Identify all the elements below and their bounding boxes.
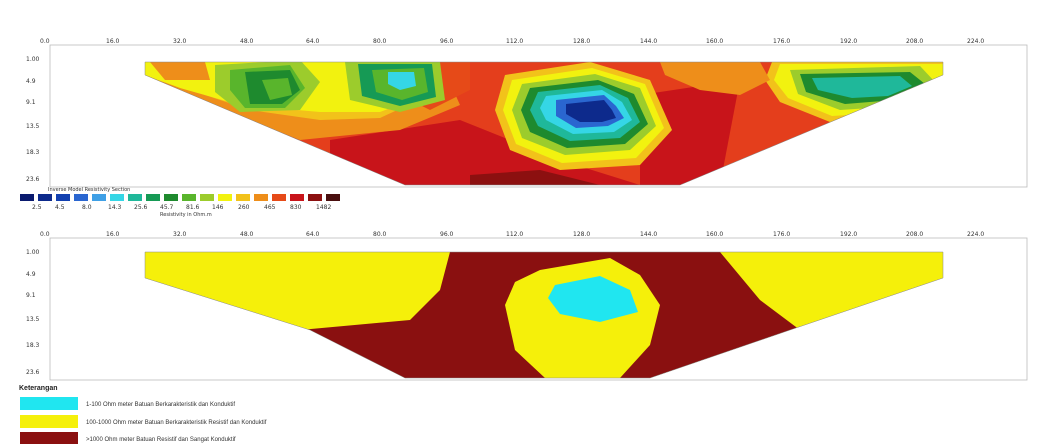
bottom-x-axis: 0.0 16.0 32.0 48.0 64.0 80.0 96.0 112.0 …: [40, 231, 984, 238]
top-model-area: [145, 62, 943, 185]
scale-swatch: [290, 194, 304, 201]
top-x-tick: 128.0: [573, 38, 590, 45]
scale-value: 465: [264, 204, 276, 211]
legend-item-mid: 100-1000 Ohm meter Batuan Berkarakterist…: [86, 420, 267, 426]
scale-value: 4.5: [55, 204, 65, 211]
top-x-axis: 0.0 16.0 32.0 48.0 64.0 80.0 96.0 112.0 …: [40, 38, 984, 45]
bottom-x-tick: 192.0: [840, 231, 857, 238]
bottom-x-tick: 64.0: [306, 231, 320, 238]
bottom-y-axis: 1.00 4.9 9.1 13.5 18.3 23.6: [26, 249, 40, 376]
scale-swatch: [56, 194, 70, 201]
scale-value: 45.7: [160, 204, 174, 211]
bottom-x-tick: 80.0: [373, 231, 387, 238]
scale-title: Inverse Model Resistivity Section: [48, 187, 130, 193]
top-x-tick: 224.0: [967, 38, 984, 45]
top-y-tick: 9.1: [26, 99, 36, 106]
scale-value: 81.6: [186, 204, 200, 211]
top-x-tick: 64.0: [306, 38, 320, 45]
bottom-y-tick: 18.3: [26, 342, 40, 349]
bottom-x-tick: 160.0: [706, 231, 723, 238]
legend-item-low: 1-100 Ohm meter Batuan Berkarakteristik …: [86, 402, 235, 408]
bottom-x-tick: 16.0: [106, 231, 120, 238]
scale-value: 146: [212, 204, 224, 211]
legend-swatch-high: [20, 432, 78, 444]
top-x-tick: 176.0: [773, 38, 790, 45]
bottom-x-tick: 32.0: [173, 231, 187, 238]
scale-value: 2.5: [32, 204, 42, 211]
legend: Keterangan 1-100 Ohm meter Batuan Berkar…: [19, 385, 267, 444]
bottom-x-tick: 176.0: [773, 231, 790, 238]
legend-title: Keterangan: [19, 385, 58, 392]
scale-swatch: [110, 194, 124, 201]
bottom-plot-frame: [49, 237, 1028, 381]
bottom-y-tick: 23.6: [26, 369, 40, 376]
scale-swatch: [218, 194, 232, 201]
resistivity-color-scale: Inverse Model Resistivity Section 2.5 4.…: [20, 187, 340, 218]
top-x-tick: 48.0: [240, 38, 254, 45]
top-x-tick: 80.0: [373, 38, 387, 45]
legend-item-high: >1000 Ohm meter Batuan Resistif dan Sang…: [86, 437, 236, 443]
legend-swatch-low: [20, 397, 78, 410]
legend-swatch-mid: [20, 415, 78, 428]
scale-swatch: [92, 194, 106, 201]
bottom-y-tick: 13.5: [26, 316, 40, 323]
scale-swatch: [254, 194, 268, 201]
bottom-y-tick: 4.9: [26, 271, 36, 278]
scale-swatch: [236, 194, 250, 201]
bottom-y-tick: 9.1: [26, 292, 36, 299]
top-plot-frame: [49, 44, 1028, 188]
scale-swatch: [74, 194, 88, 201]
bottom-x-tick: 48.0: [240, 231, 254, 238]
top-x-tick: 144.0: [640, 38, 657, 45]
scale-swatch: [164, 194, 178, 201]
scale-swatch: [146, 194, 160, 201]
scale-swatch: [326, 194, 340, 201]
scale-swatch: [182, 194, 196, 201]
top-x-tick: 32.0: [173, 38, 187, 45]
scale-swatch: [20, 194, 34, 201]
top-x-tick: 0.0: [40, 38, 50, 45]
top-x-tick: 16.0: [106, 38, 120, 45]
scale-swatch: [200, 194, 214, 201]
top-y-tick: 13.5: [26, 123, 40, 130]
scale-value: 8.0: [82, 204, 92, 211]
top-y-tick: 18.3: [26, 149, 40, 156]
bottom-y-tick: 1.00: [26, 249, 40, 256]
scale-value: 830: [290, 204, 302, 211]
scale-swatch: [38, 194, 52, 201]
scale-swatch: [308, 194, 322, 201]
bottom-x-tick: 128.0: [573, 231, 590, 238]
top-resistivity-section: 0.0 16.0 32.0 48.0 64.0 80.0 96.0 112.0 …: [26, 38, 1028, 188]
top-y-tick: 1.00: [26, 56, 40, 63]
top-x-tick: 160.0: [706, 38, 723, 45]
scale-value: 25.6: [134, 204, 148, 211]
top-model-outline: [144, 61, 944, 186]
top-x-tick: 96.0: [440, 38, 454, 45]
top-x-tick: 208.0: [906, 38, 923, 45]
scale-swatch: [128, 194, 142, 201]
scale-unit: Resistivity in Ohm.m: [160, 212, 212, 218]
top-y-tick: 23.6: [26, 176, 40, 183]
bottom-x-tick: 144.0: [640, 231, 657, 238]
scale-value: 14.3: [108, 204, 122, 211]
scale-value: 260: [238, 204, 250, 211]
bottom-x-tick: 112.0: [506, 231, 523, 238]
scale-value: 1482: [316, 204, 331, 211]
bottom-classified-section: 0.0 16.0 32.0 48.0 64.0 80.0 96.0 112.0 …: [26, 231, 1028, 381]
bottom-model-area: [145, 252, 943, 378]
bottom-x-tick: 96.0: [440, 231, 454, 238]
bottom-x-tick: 208.0: [906, 231, 923, 238]
scale-swatch: [272, 194, 286, 201]
bottom-model-outline: [144, 251, 944, 379]
top-x-tick: 192.0: [840, 38, 857, 45]
bottom-x-tick: 0.0: [40, 231, 50, 238]
top-x-tick: 112.0: [506, 38, 523, 45]
top-y-axis: 1.00 4.9 9.1 13.5 18.3 23.6: [26, 56, 40, 183]
top-y-tick: 4.9: [26, 78, 36, 85]
bottom-x-tick: 224.0: [967, 231, 984, 238]
